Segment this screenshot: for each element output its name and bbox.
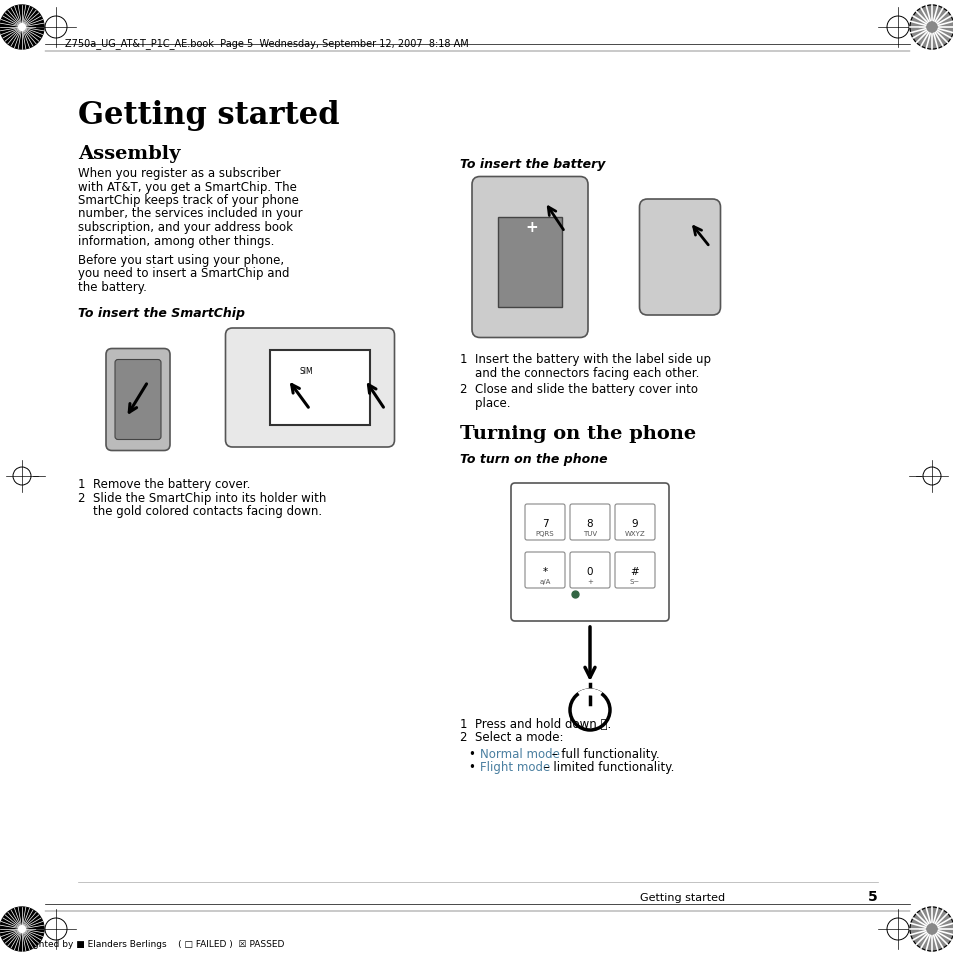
FancyBboxPatch shape <box>106 349 170 451</box>
FancyBboxPatch shape <box>615 553 655 588</box>
Text: a/A: a/A <box>538 578 550 584</box>
Text: 9: 9 <box>631 518 638 529</box>
FancyBboxPatch shape <box>615 504 655 540</box>
Text: Z750a_UG_AT&T_P1C_AE.book  Page 5  Wednesday, September 12, 2007  8:18 AM: Z750a_UG_AT&T_P1C_AE.book Page 5 Wednesd… <box>65 38 468 49</box>
FancyBboxPatch shape <box>524 553 564 588</box>
Text: and the connectors facing each other.: and the connectors facing each other. <box>459 366 699 379</box>
Text: Getting started: Getting started <box>78 100 339 131</box>
Text: *: * <box>542 566 547 577</box>
Text: 5: 5 <box>867 889 877 903</box>
Text: SmartChip keeps track of your phone: SmartChip keeps track of your phone <box>78 193 298 207</box>
Bar <box>270 351 370 426</box>
FancyBboxPatch shape <box>511 483 668 621</box>
Text: subscription, and your address book: subscription, and your address book <box>78 221 293 233</box>
Text: Turning on the phone: Turning on the phone <box>459 424 696 442</box>
Text: the gold colored contacts facing down.: the gold colored contacts facing down. <box>78 505 322 518</box>
Circle shape <box>0 6 44 50</box>
FancyBboxPatch shape <box>569 504 609 540</box>
FancyBboxPatch shape <box>225 329 395 448</box>
Text: place.: place. <box>459 396 510 409</box>
Circle shape <box>909 6 953 50</box>
FancyBboxPatch shape <box>497 218 561 308</box>
FancyBboxPatch shape <box>569 553 609 588</box>
Text: 2  Close and slide the battery cover into: 2 Close and slide the battery cover into <box>459 382 698 395</box>
FancyBboxPatch shape <box>524 504 564 540</box>
Text: 0: 0 <box>586 566 593 577</box>
Circle shape <box>19 925 26 932</box>
Text: WXYZ: WXYZ <box>624 531 644 537</box>
Text: 8: 8 <box>586 518 593 529</box>
Text: 7: 7 <box>541 518 548 529</box>
Text: When you register as a subscriber: When you register as a subscriber <box>78 167 280 180</box>
Text: 1  Insert the battery with the label side up: 1 Insert the battery with the label side… <box>459 353 710 366</box>
Text: Assembly: Assembly <box>78 145 180 163</box>
Circle shape <box>19 25 26 31</box>
Text: you need to insert a SmartChip and: you need to insert a SmartChip and <box>78 267 289 280</box>
Circle shape <box>0 907 44 951</box>
Text: Flight mode: Flight mode <box>479 760 550 774</box>
Text: S~: S~ <box>629 578 639 584</box>
Text: Normal mode: Normal mode <box>479 747 559 760</box>
FancyBboxPatch shape <box>115 360 161 440</box>
Circle shape <box>909 907 953 951</box>
Text: +: + <box>586 578 593 584</box>
Text: 2  Slide the SmartChip into its holder with: 2 Slide the SmartChip into its holder wi… <box>78 492 326 504</box>
Text: 1  Remove the battery cover.: 1 Remove the battery cover. <box>78 478 250 491</box>
FancyBboxPatch shape <box>472 177 587 338</box>
Text: •: • <box>468 747 475 760</box>
Text: with AT&T, you get a SmartChip. The: with AT&T, you get a SmartChip. The <box>78 180 296 193</box>
Text: Before you start using your phone,: Before you start using your phone, <box>78 253 284 267</box>
Text: •: • <box>468 760 475 774</box>
Text: 2  Select a mode:: 2 Select a mode: <box>459 731 563 743</box>
Text: PQRS: PQRS <box>536 531 554 537</box>
Text: information, among other things.: information, among other things. <box>78 234 274 247</box>
Text: To insert the battery: To insert the battery <box>459 158 605 171</box>
Text: Preflighted by ■ Elanders Berlings    ( □ FAILED )  ☒ PASSED: Preflighted by ■ Elanders Berlings ( □ F… <box>10 939 284 948</box>
Text: the battery.: the battery. <box>78 281 147 294</box>
Text: To turn on the phone: To turn on the phone <box>459 453 607 465</box>
Text: – full functionality.: – full functionality. <box>547 747 659 760</box>
Text: +: + <box>524 220 537 234</box>
Text: To insert the SmartChip: To insert the SmartChip <box>78 306 245 319</box>
Text: number, the services included in your: number, the services included in your <box>78 208 302 220</box>
Text: – limited functionality.: – limited functionality. <box>539 760 674 774</box>
FancyBboxPatch shape <box>639 200 720 315</box>
Text: 1  Press and hold down Ⓘ.: 1 Press and hold down Ⓘ. <box>459 718 611 730</box>
Text: SIM: SIM <box>299 366 314 375</box>
Text: #: # <box>630 566 639 577</box>
Text: TUV: TUV <box>582 531 597 537</box>
Text: Getting started: Getting started <box>639 892 724 902</box>
